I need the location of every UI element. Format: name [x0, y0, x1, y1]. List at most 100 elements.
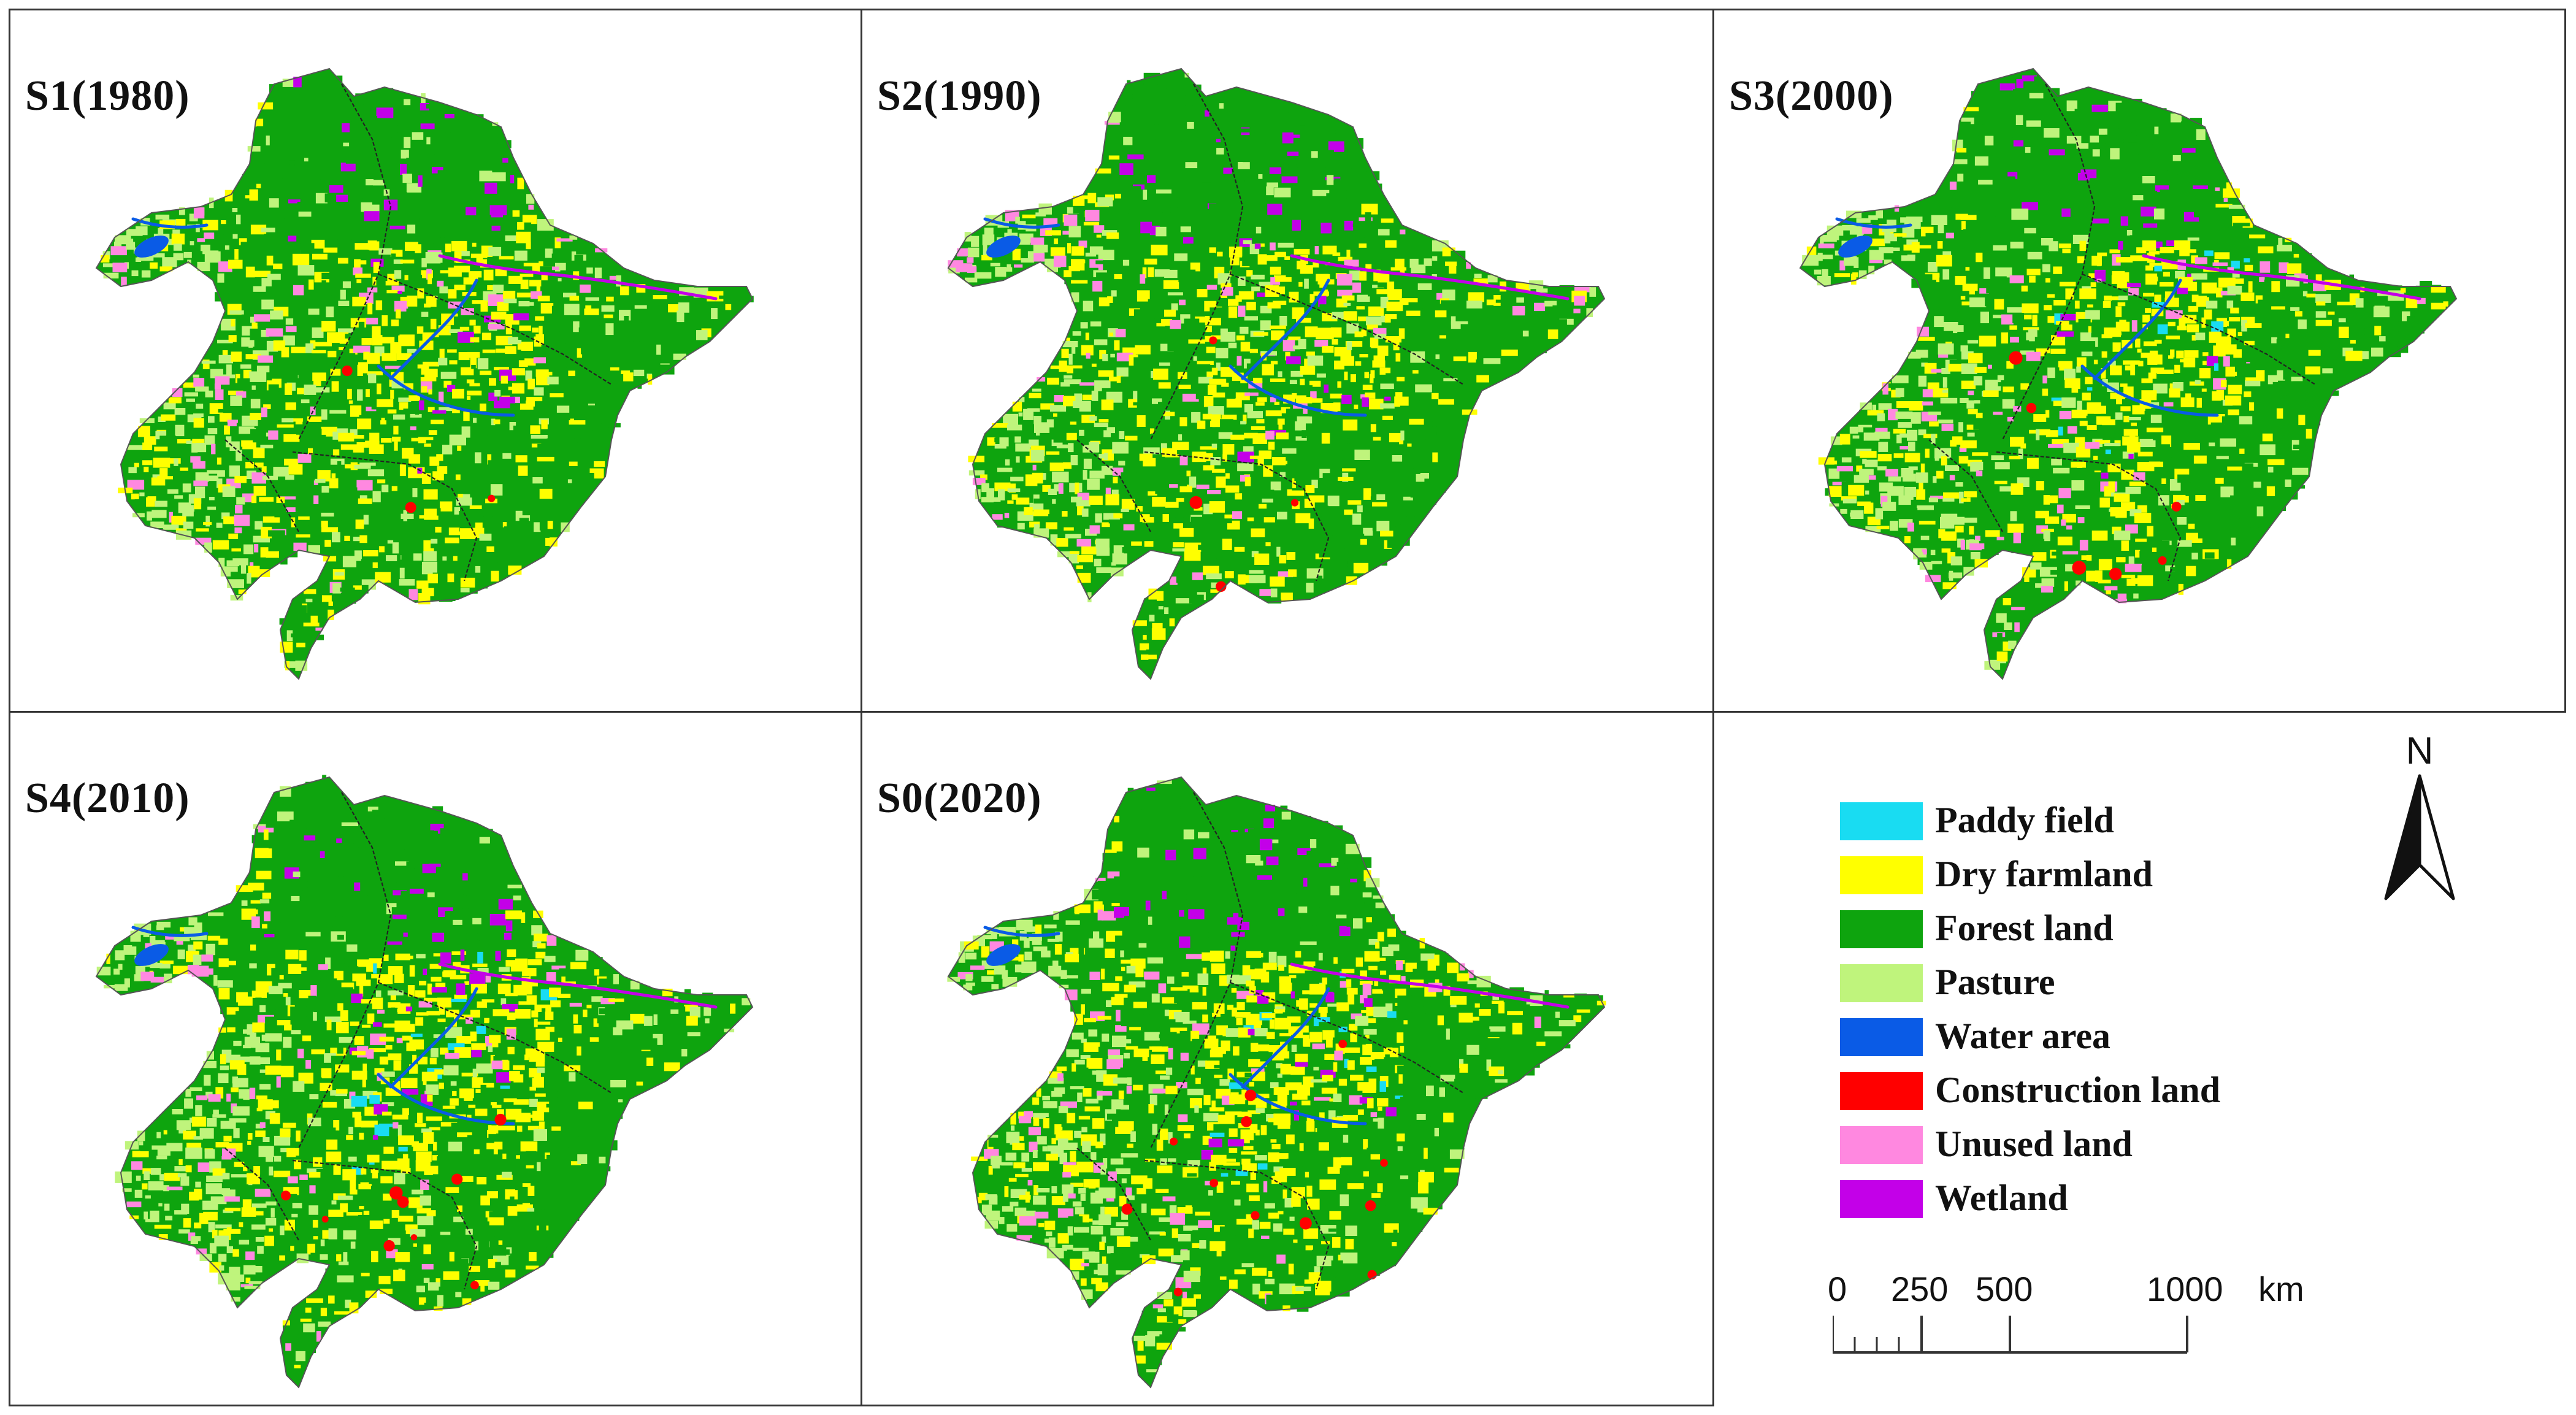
- construction-spot: [281, 1191, 291, 1201]
- map-s4-2010: [95, 775, 754, 1389]
- lake: [1838, 236, 1873, 258]
- province-boundary: [292, 1159, 478, 1290]
- river-line: [389, 987, 478, 1089]
- river-line: [1229, 364, 1367, 417]
- river-line: [377, 364, 515, 417]
- map-panel-s3-2000: S3(2000): [1712, 9, 2566, 713]
- land-cover-patches: [96, 775, 751, 1368]
- panel-title: S3(2000): [1729, 72, 1894, 120]
- panel-title: S0(2020): [877, 775, 1042, 822]
- river-line: [983, 926, 1060, 937]
- construction-spot: [2026, 402, 2037, 413]
- construction-spot: [383, 1240, 395, 1252]
- construction-spot: [2009, 351, 2023, 365]
- province-boundary: [1928, 439, 2003, 532]
- legend-label: Pasture: [1935, 962, 2055, 1002]
- north-label: N: [2405, 730, 2434, 772]
- construction-spot: [1244, 1089, 1257, 1102]
- map-panel-s0-2020: S0(2020): [861, 711, 1714, 1406]
- construction-spot: [1380, 1159, 1388, 1167]
- province-boundary: [1230, 273, 1464, 385]
- scale-label-250: 250: [1891, 1270, 1949, 1308]
- province-boundary: [378, 981, 612, 1094]
- panel-title: S4(2010): [25, 775, 190, 822]
- legend-label: Wetland: [1935, 1178, 2068, 1218]
- legend-label: Water area: [1935, 1016, 2111, 1056]
- north-arrow: N: [2380, 730, 2459, 902]
- construction-spot: [397, 1196, 409, 1208]
- river-line: [2142, 254, 2421, 301]
- legend-swatch: [1840, 802, 1923, 840]
- construction-spot: [1209, 336, 1217, 345]
- province-boundary: [1144, 1159, 1330, 1290]
- province-boundary: [378, 273, 612, 385]
- region-boundary: [947, 776, 1606, 1389]
- legend-swatch: [1840, 1180, 1923, 1218]
- construction-spot: [321, 1216, 329, 1223]
- river-line: [438, 962, 718, 1009]
- construction-spot: [488, 494, 496, 502]
- land-cover-patches: [101, 75, 754, 671]
- region-boundary: [1799, 67, 2458, 680]
- construction-spot: [2109, 567, 2122, 580]
- province-boundary: [1144, 451, 1330, 581]
- province-boundary: [224, 1148, 299, 1241]
- scale-unit: km: [2258, 1270, 2304, 1308]
- legend-label: Unused land: [1935, 1124, 2133, 1164]
- land-cover-patches: [947, 780, 1606, 1373]
- river-line: [1835, 217, 1912, 229]
- river-line: [131, 926, 209, 937]
- province-boundary: [1076, 439, 1151, 532]
- legend-label: Construction land: [1935, 1070, 2221, 1110]
- river-line: [377, 1073, 515, 1125]
- legend-label: Paddy field: [1935, 800, 2114, 840]
- construction-spot: [470, 1281, 479, 1290]
- region-base: [948, 69, 1604, 679]
- region-base: [1800, 69, 2456, 679]
- construction-spot: [1209, 1178, 1219, 1187]
- scale-label-0: 0: [1828, 1270, 1847, 1308]
- map-s1-1980: [95, 67, 754, 680]
- construction-spot: [494, 1113, 507, 1126]
- river-line: [438, 254, 718, 301]
- construction-spot: [1241, 1116, 1252, 1127]
- construction-spot: [2072, 561, 2087, 575]
- river-line: [1229, 1073, 1367, 1125]
- river-line: [2080, 364, 2219, 417]
- region-boundary: [95, 67, 754, 680]
- construction-spot: [2171, 502, 2182, 512]
- river-line: [1290, 254, 1570, 301]
- scale-bar-ruler: [1833, 1316, 2188, 1354]
- province-boundary: [1996, 451, 2182, 581]
- province-boundary: [1230, 981, 1464, 1094]
- panel-title: S1(1980): [25, 72, 190, 120]
- province-boundary: [292, 451, 478, 581]
- lake: [986, 236, 1021, 258]
- river-line: [1290, 962, 1570, 1009]
- legend-swatch: [1840, 856, 1923, 894]
- construction-spot: [2158, 556, 2167, 565]
- lake: [134, 236, 169, 258]
- north-arrow-icon: [2384, 774, 2455, 900]
- scale-label-1000: 1000: [2147, 1270, 2223, 1308]
- map-s3-2000: [1799, 67, 2458, 680]
- scale-bar: 0 250 500 1000 km: [1828, 1270, 2318, 1362]
- map-s0-2020: [947, 776, 1606, 1389]
- river-line: [131, 217, 209, 229]
- region-boundary: [947, 67, 1606, 680]
- construction-spot: [1251, 1211, 1260, 1220]
- legend-swatch: [1840, 1072, 1923, 1110]
- construction-spot: [1290, 499, 1299, 507]
- province-boundary: [1076, 1148, 1151, 1241]
- land-cover-patches: [1802, 75, 2448, 670]
- panel-title: S2(1990): [877, 72, 1042, 120]
- construction-spot: [1189, 496, 1203, 509]
- scale-label-500: 500: [1976, 1270, 2033, 1308]
- province-boundary: [2082, 273, 2316, 385]
- construction-spot: [1173, 1287, 1183, 1297]
- construction-spot: [451, 1173, 463, 1185]
- region-boundary: [95, 776, 754, 1389]
- river-line: [1241, 987, 1330, 1089]
- map-s2-1990: [947, 67, 1606, 680]
